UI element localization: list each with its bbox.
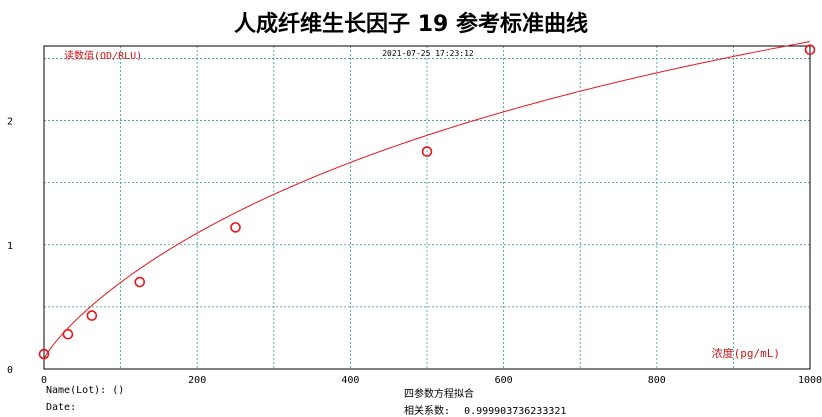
fit-curve-line xyxy=(43,41,811,360)
x-tick-label: 400 xyxy=(341,375,359,386)
timestamp-label: 2021-07-25 17:23:12 xyxy=(382,49,474,58)
data-point xyxy=(230,222,241,233)
data-point xyxy=(86,310,98,321)
x-axis-label: 浓度(pg/mL) xyxy=(712,346,780,360)
y-tick-label: 2 xyxy=(7,117,13,128)
correlation-value: 0.999903736233321 xyxy=(464,406,567,417)
x-tick-label: 0 xyxy=(41,375,47,386)
x-tick-label: 600 xyxy=(495,375,513,386)
grid-lines xyxy=(44,46,810,369)
y-axis-label: 读数值(OD/RLU) xyxy=(64,49,142,62)
fit-method-label: 四参数方程拟合 xyxy=(404,389,474,400)
y-tick-label: 0 xyxy=(7,365,13,376)
x-tick-labels: 0 200 400 600 800 1000 xyxy=(41,375,822,386)
correlation-label: 相关系数: xyxy=(404,406,451,417)
data-point xyxy=(62,328,74,340)
x-tick-label: 200 xyxy=(188,375,206,386)
x-tick-label: 1000 xyxy=(798,375,822,386)
correlation-row: 相关系数: 0.999903736233321 xyxy=(404,402,566,417)
date-label: Date: xyxy=(46,402,77,413)
plot-frame xyxy=(43,45,811,370)
chart-title: 人成纤维生长因子 19 参考标准曲线 xyxy=(234,12,588,37)
data-points xyxy=(38,44,816,360)
name-lot-label: Name(Lot): () xyxy=(46,385,125,396)
x-tick-label: 800 xyxy=(648,375,666,386)
y-tick-label: 1 xyxy=(7,241,13,252)
data-point xyxy=(38,348,50,360)
data-point xyxy=(421,146,433,157)
data-point xyxy=(134,276,146,288)
y-tick-labels: 0 1 2 xyxy=(7,117,13,376)
data-point xyxy=(804,44,816,56)
